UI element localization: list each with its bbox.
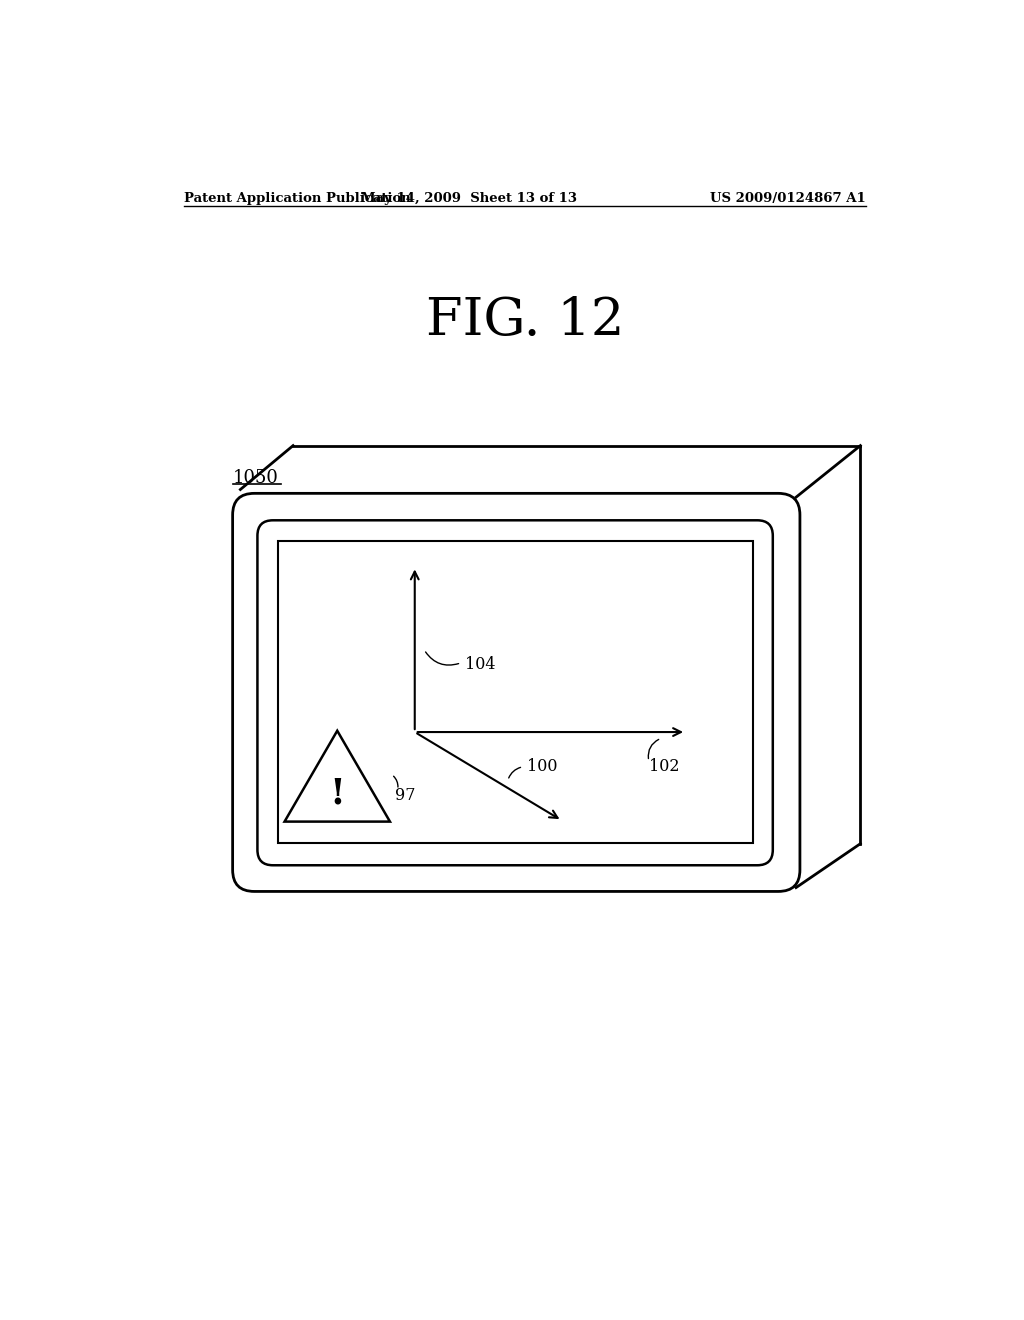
Bar: [278, 541, 753, 843]
Text: Patent Application Publication: Patent Application Publication: [183, 191, 411, 205]
FancyBboxPatch shape: [232, 494, 800, 891]
Text: 97: 97: [395, 788, 416, 804]
Text: 1050: 1050: [232, 469, 279, 487]
Text: May 14, 2009  Sheet 13 of 13: May 14, 2009 Sheet 13 of 13: [361, 191, 577, 205]
Text: US 2009/0124867 A1: US 2009/0124867 A1: [710, 191, 866, 205]
Text: 104: 104: [465, 656, 496, 673]
Text: !: !: [330, 776, 345, 810]
Text: FIG. 12: FIG. 12: [426, 294, 624, 346]
Text: 102: 102: [649, 758, 679, 775]
Text: 100: 100: [527, 758, 558, 775]
FancyBboxPatch shape: [257, 520, 773, 866]
Polygon shape: [285, 731, 390, 821]
